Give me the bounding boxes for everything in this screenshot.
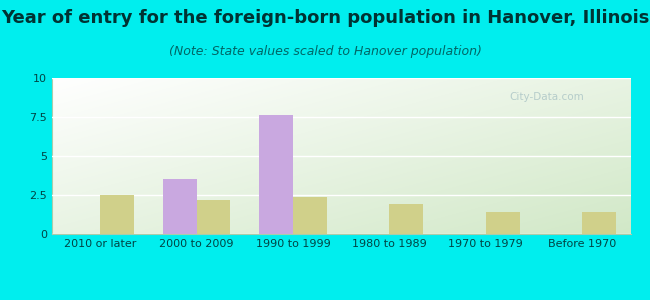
Bar <box>163 179 196 234</box>
Text: Year of entry for the foreign-born population in Hanover, Illinois: Year of entry for the foreign-born popul… <box>1 9 649 27</box>
Bar <box>293 196 327 234</box>
Text: (Note: State values scaled to Hanover population): (Note: State values scaled to Hanover po… <box>168 45 482 58</box>
Bar <box>389 204 423 234</box>
Bar <box>486 212 519 234</box>
Legend: Hanover, Illinois: Hanover, Illinois <box>244 299 438 300</box>
Bar <box>259 116 293 234</box>
Bar <box>582 212 616 234</box>
Bar <box>100 195 134 234</box>
Text: City-Data.com: City-Data.com <box>509 92 584 102</box>
Bar <box>196 200 230 234</box>
